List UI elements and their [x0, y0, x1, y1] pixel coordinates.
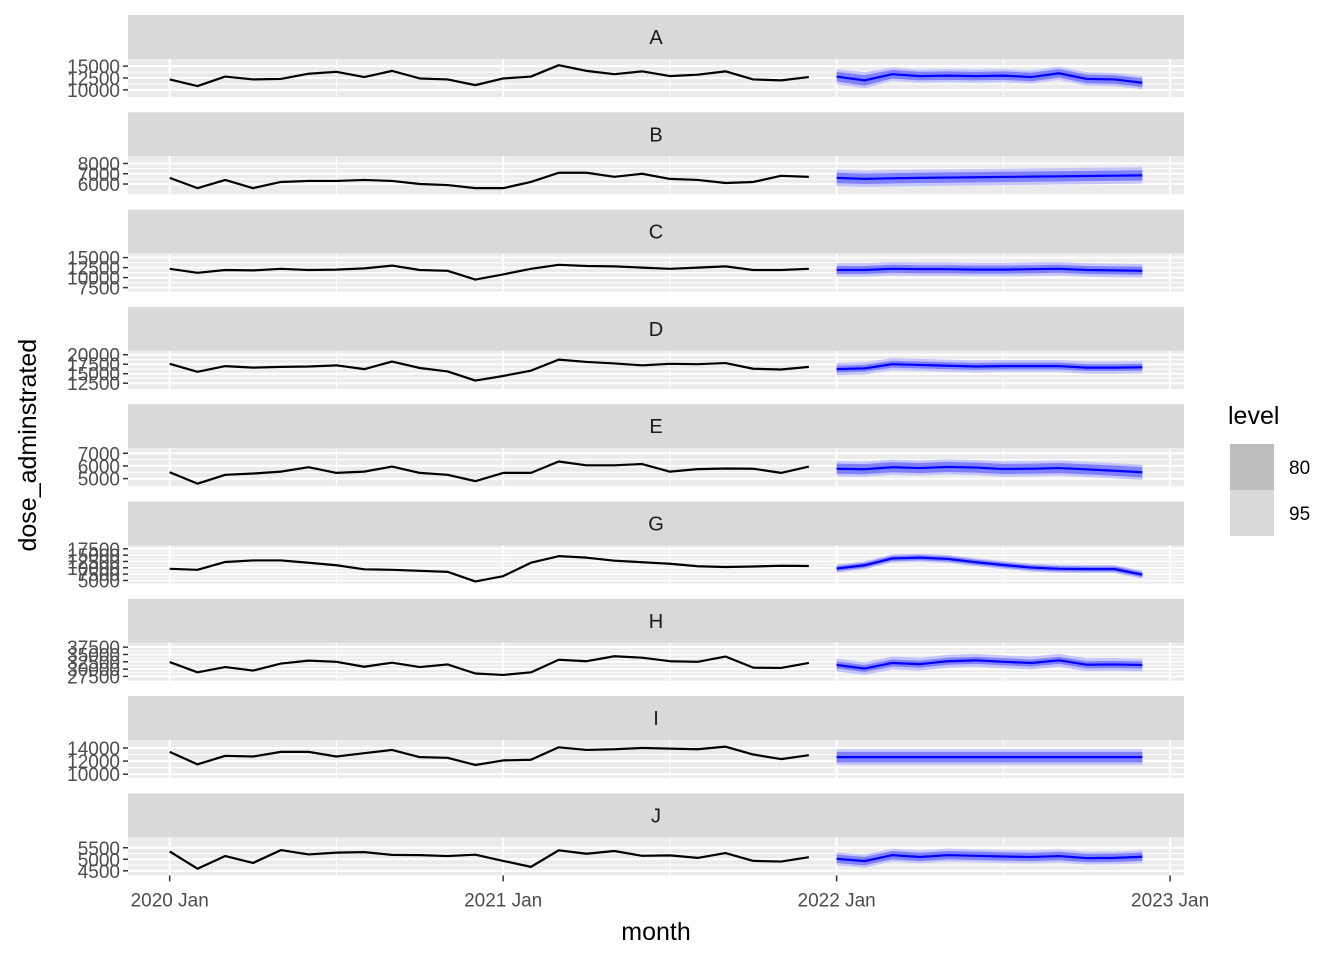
facet-strip-label: B: [649, 124, 662, 146]
facet-strip: [128, 404, 1184, 449]
x-tick-label: 2022 Jan: [798, 890, 876, 911]
y-tick-label: 5000: [78, 470, 120, 491]
history-series-line: [169, 358, 809, 382]
forecast-series-line: [836, 363, 1143, 371]
y-tick-label: 10000: [67, 81, 120, 102]
y-tick-label: 7500: [78, 279, 120, 300]
facet-strip-label: D: [649, 319, 663, 341]
facet-strip-label: G: [648, 514, 664, 536]
facet-strip: [128, 501, 1184, 546]
facet-strip-label: C: [649, 222, 663, 244]
facet-strip: [128, 793, 1184, 838]
forecast-series-line: [836, 267, 1143, 272]
y-tick-label: 6000: [78, 457, 120, 478]
facet-strip-label: A: [649, 27, 663, 49]
facet-strip-label: H: [649, 611, 663, 633]
history-series-line: [169, 555, 809, 583]
y-tick-label: 15000: [67, 546, 120, 567]
y-tick-label: 27500: [67, 667, 120, 688]
facet-strip: [128, 696, 1184, 741]
history-series-line: [169, 460, 810, 485]
facet-strip: [128, 209, 1184, 254]
history-series-line: [169, 848, 810, 870]
forecast-band-80: [836, 68, 1143, 88]
y-tick-label: 12500: [67, 259, 120, 280]
y-tick-label: 15000: [67, 57, 120, 78]
forecast-series-line: [836, 854, 1143, 863]
y-tick-label: 8000: [78, 154, 120, 175]
x-tick-label: 2020 Jan: [131, 890, 209, 911]
legend-key-95: [1230, 490, 1274, 536]
y-tick-label: 7000: [78, 165, 120, 186]
forecast-series-line: [836, 174, 1143, 180]
y-tick-label: 14000: [67, 739, 120, 760]
forecast-series-line: [836, 659, 1143, 670]
history-series-line: [169, 745, 809, 767]
y-tick-label: 37500: [67, 638, 120, 659]
facet-strip-label: E: [649, 416, 662, 438]
history-series-line: [169, 64, 809, 88]
facet-strip-label: J: [651, 805, 661, 827]
y-tick-label: 32500: [67, 653, 120, 674]
legend: level 80 95: [1228, 402, 1310, 536]
facet-strip-label: I: [653, 708, 659, 730]
history-series-line: [169, 263, 809, 281]
y-tick-label: 5500: [78, 839, 120, 860]
y-tick-label: 12500: [67, 69, 120, 90]
legend-label: 80: [1289, 458, 1310, 479]
y-tick-label: 15000: [67, 249, 120, 270]
y-tick-label: 12000: [67, 752, 120, 773]
y-tick-label: 7000: [78, 444, 120, 465]
y-tick-label: 4500: [78, 862, 120, 883]
y-tick-label: 7500: [78, 565, 120, 586]
x-tick-label: 2023 Jan: [1131, 890, 1209, 911]
y-tick-label: 10000: [67, 765, 120, 786]
legend-label: 95: [1289, 504, 1310, 525]
forecast-series-line: [836, 465, 1143, 474]
legend-title: level: [1228, 402, 1279, 430]
y-tick-label: 35000: [67, 645, 120, 666]
facet-strip: [128, 306, 1184, 351]
y-tick-label: 12500: [67, 552, 120, 573]
y-tick-label: 17500: [67, 355, 120, 376]
facet-strip: [128, 112, 1184, 157]
x-axis-title: month: [621, 918, 690, 946]
forecast-series-line: [836, 556, 1143, 576]
facet-strip: [128, 15, 1184, 59]
forecast-band-80: [836, 850, 1143, 866]
facet-strip: [128, 598, 1184, 643]
history-series-line: [169, 655, 810, 677]
y-tick-label: 20000: [67, 346, 120, 367]
forecast-series-line: [836, 72, 1143, 84]
forecast-band-80: [836, 461, 1143, 478]
y-tick-label: 12500: [67, 374, 120, 395]
y-tick-label: 6000: [78, 175, 120, 196]
y-tick-label: 30000: [67, 660, 120, 681]
history-series-line: [169, 171, 809, 190]
y-tick-label: 5000: [78, 571, 120, 592]
y-tick-label: 10000: [67, 559, 120, 580]
legend-key-80: [1230, 444, 1274, 490]
forecast-band-80: [836, 555, 1143, 578]
y-tick-label: 17500: [67, 540, 120, 561]
y-tick-label: 5000: [78, 850, 120, 871]
x-tick-label: 2021 Jan: [464, 890, 542, 911]
y-tick-label: 10000: [67, 269, 120, 290]
y-axis-title: dose_adminstrated: [14, 339, 42, 552]
y-tick-label: 15000: [67, 365, 120, 386]
